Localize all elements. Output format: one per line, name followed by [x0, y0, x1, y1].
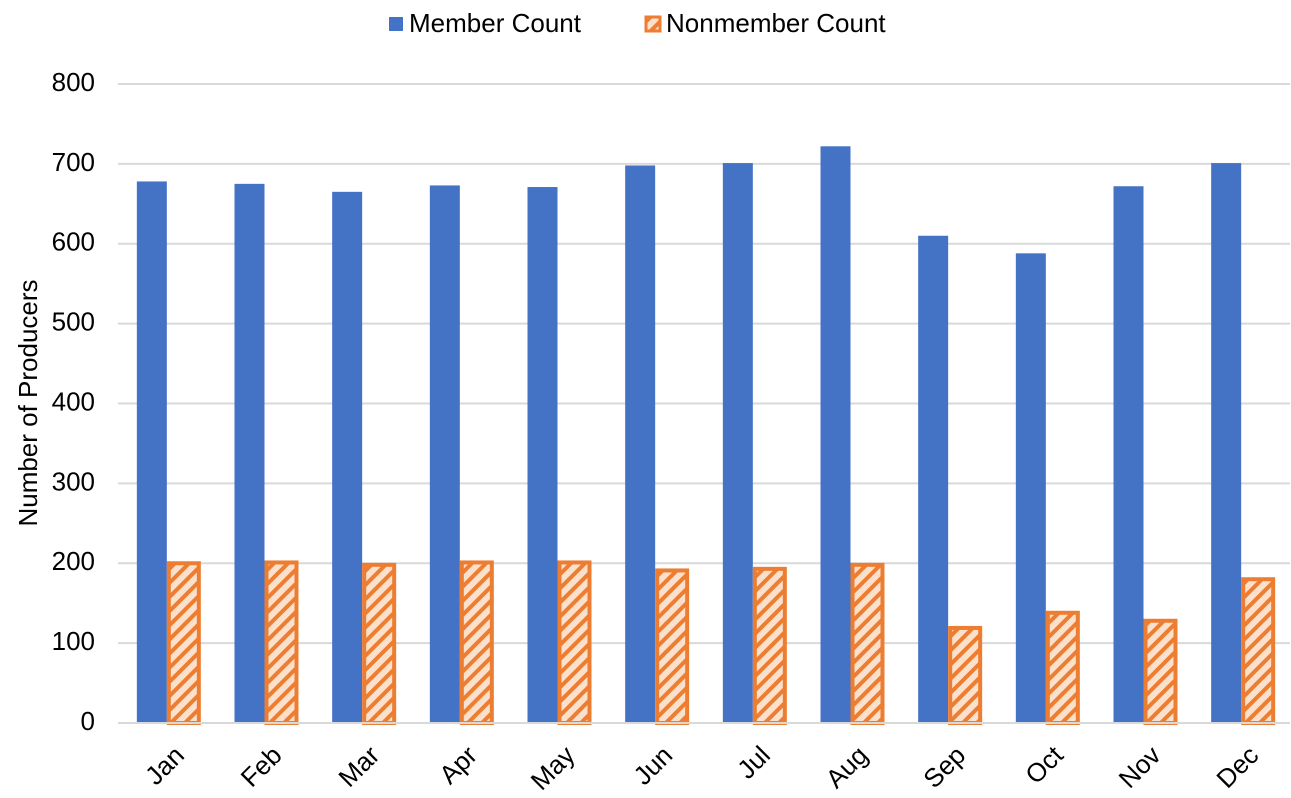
legend-swatch — [389, 17, 403, 31]
x-tick-label: Jun — [627, 740, 678, 791]
bar — [264, 560, 299, 725]
y-tick-label: 200 — [52, 546, 95, 576]
bar — [362, 562, 397, 725]
y-tick-label: 300 — [52, 466, 95, 496]
y-tick-label: 100 — [52, 626, 95, 656]
x-tick-label: Aug — [820, 740, 874, 794]
legend-swatch — [644, 15, 662, 33]
bar — [332, 191, 363, 724]
x-tick-label: Feb — [235, 740, 288, 793]
bar — [918, 235, 949, 723]
bar — [557, 560, 592, 725]
x-tick-label: Jan — [139, 740, 190, 791]
bar — [655, 568, 690, 725]
bar — [527, 187, 558, 723]
bar — [625, 165, 656, 723]
bar — [1045, 610, 1080, 726]
bar — [1143, 618, 1178, 726]
bar — [1015, 253, 1046, 723]
bar — [820, 146, 851, 724]
bar — [722, 163, 753, 724]
y-tick-label: 700 — [52, 147, 95, 177]
x-tick-label: Apr — [433, 740, 483, 790]
bar — [166, 561, 201, 725]
bar — [1211, 163, 1242, 724]
x-tick-label: Jul — [731, 740, 776, 785]
bar — [136, 181, 167, 723]
bar — [1113, 186, 1144, 724]
legend-label: Member Count — [409, 8, 582, 38]
y-tick-label: 600 — [52, 227, 95, 257]
y-tick-label: 0 — [81, 706, 95, 736]
y-axis-title: Number of Producers — [13, 279, 43, 526]
y-tick-label: 800 — [52, 67, 95, 97]
bar — [1241, 577, 1276, 725]
x-tick-label: Oct — [1019, 739, 1069, 789]
x-tick-label: Nov — [1113, 740, 1167, 794]
x-tick-label: Dec — [1210, 740, 1264, 794]
bar — [459, 560, 494, 725]
x-tick-label: May — [525, 740, 581, 796]
x-tick-label: Mar — [332, 740, 385, 793]
x-tick-label: Sep — [917, 740, 971, 794]
bar — [850, 562, 885, 725]
bar — [429, 185, 460, 723]
y-tick-label: 400 — [52, 386, 95, 416]
bar — [234, 183, 265, 723]
bar — [948, 625, 983, 725]
legend-label: Nonmember Count — [666, 8, 886, 38]
y-tick-label: 500 — [52, 307, 95, 337]
bar — [752, 566, 787, 725]
